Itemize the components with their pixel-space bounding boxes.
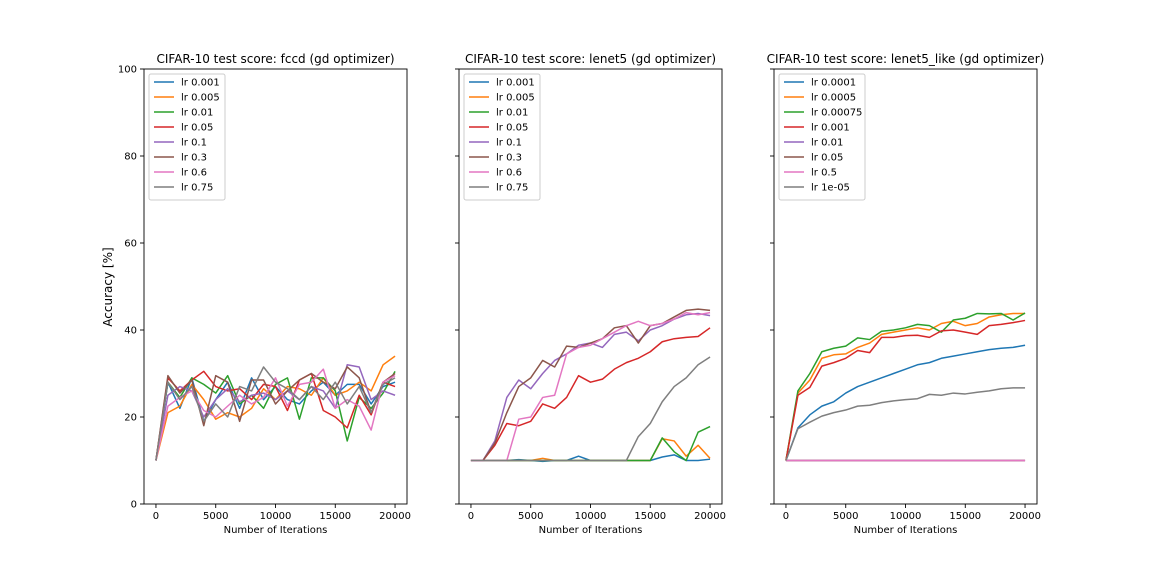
legend-label: lr 0.001 — [811, 123, 850, 134]
legend-label: lr 0.75 — [181, 183, 213, 194]
legend-frame — [463, 73, 541, 201]
legend-label: lr 0.05 — [496, 123, 528, 134]
x-tick-label: 0 — [783, 511, 789, 522]
x-tick-label: 10000 — [260, 511, 292, 522]
series-lines — [785, 312, 1026, 462]
legend-label: lr 0.05 — [181, 123, 213, 134]
series-line — [470, 327, 711, 462]
x-tick-label: 5000 — [833, 511, 858, 522]
legend-label: lr 0.05 — [811, 153, 843, 164]
y-tick-label: 40 — [124, 326, 137, 337]
legend-label: lr 0.1 — [181, 138, 207, 149]
series-line — [785, 312, 1026, 461]
series-line — [785, 312, 1026, 461]
series-line — [785, 387, 1026, 461]
chart-panels: CIFAR-10 test score: fccd (gd optimizer)… — [118, 52, 1044, 536]
y-tick-label: 100 — [118, 65, 137, 76]
series-line — [155, 366, 396, 461]
legend: lr 0.001 lr 0.005 lr 0.01 lr 0.05 lr 0.1 lr 0… — [148, 73, 226, 201]
chart-title: CIFAR-10 test score: fccd (gd optimizer) — [156, 52, 394, 66]
chart-title: CIFAR-10 test score: lenet5 (gd optimize… — [465, 52, 716, 66]
y-tick-label: 0 — [131, 500, 137, 511]
x-tick-label: 15000 — [319, 511, 351, 522]
x-axis-label: Number of Iterations — [224, 525, 328, 536]
legend-label: lr 0.01 — [811, 138, 843, 149]
chart-panel: CIFAR-10 test score: fccd (gd optimizer)… — [118, 52, 411, 536]
x-axis-label: Number of Iterations — [854, 525, 958, 536]
legend-label: lr 0.6 — [181, 168, 207, 179]
legend-label: lr 0.6 — [496, 168, 522, 179]
series-line — [470, 311, 711, 462]
series-line — [785, 319, 1026, 461]
x-tick-label: 15000 — [634, 511, 666, 522]
legend-label: lr 0.0005 — [811, 93, 856, 104]
y-tick-label: 20 — [124, 413, 137, 424]
legend-label: lr 0.0001 — [811, 78, 856, 89]
x-tick-label: 5000 — [518, 511, 543, 522]
y-tick-label: 80 — [124, 152, 137, 163]
series-line — [470, 308, 711, 462]
legend-frame — [778, 73, 866, 201]
chart-title: CIFAR-10 test score: lenet5_like (gd opt… — [767, 52, 1045, 66]
legend: lr 0.0001 lr 0.0005 lr 0.00075 lr 0.001 lr 0… — [778, 73, 866, 201]
series-line — [155, 366, 396, 461]
series-line — [470, 356, 711, 462]
legend-label: lr 0.5 — [811, 168, 837, 179]
chart-panel: CIFAR-10 test score: lenet5_like (gd opt… — [767, 52, 1045, 536]
legend-label: lr 0.001 — [181, 78, 220, 89]
series-lines — [155, 355, 396, 461]
legend-label: lr 1e-05 — [811, 183, 850, 194]
series-line — [785, 344, 1026, 461]
legend-label: lr 0.01 — [496, 108, 528, 119]
legend-label: lr 0.005 — [496, 93, 535, 104]
x-tick-label: 0 — [153, 511, 159, 522]
series-line — [155, 370, 396, 461]
series-line — [155, 370, 396, 461]
y-tick-label: 60 — [124, 239, 137, 250]
legend-label: lr 0.3 — [496, 153, 522, 164]
x-tick-label: 15000 — [949, 511, 981, 522]
x-tick-label: 0 — [468, 511, 474, 522]
x-tick-label: 20000 — [379, 511, 411, 522]
x-tick-label: 20000 — [1009, 511, 1041, 522]
legend-label: lr 0.3 — [181, 153, 207, 164]
legend-label: lr 0.75 — [496, 183, 528, 194]
legend-label: lr 0.00075 — [811, 108, 862, 119]
series-lines — [470, 308, 711, 463]
legend-label: lr 0.001 — [496, 78, 535, 89]
chart-panel: CIFAR-10 test score: lenet5 (gd optimize… — [455, 52, 726, 536]
x-tick-label: 5000 — [203, 511, 228, 522]
x-tick-label: 10000 — [575, 511, 607, 522]
legend-label: lr 0.005 — [181, 93, 220, 104]
legend-label: lr 0.01 — [181, 108, 213, 119]
x-axis-label: Number of Iterations — [539, 525, 643, 536]
legend: lr 0.001 lr 0.005 lr 0.01 lr 0.05 lr 0.1 lr 0… — [463, 73, 541, 201]
x-tick-label: 10000 — [890, 511, 922, 522]
legend-frame — [148, 73, 226, 201]
legend-label: lr 0.1 — [496, 138, 522, 149]
shared-y-axis-label: Accuracy [%] — [101, 247, 115, 326]
x-tick-label: 20000 — [694, 511, 726, 522]
